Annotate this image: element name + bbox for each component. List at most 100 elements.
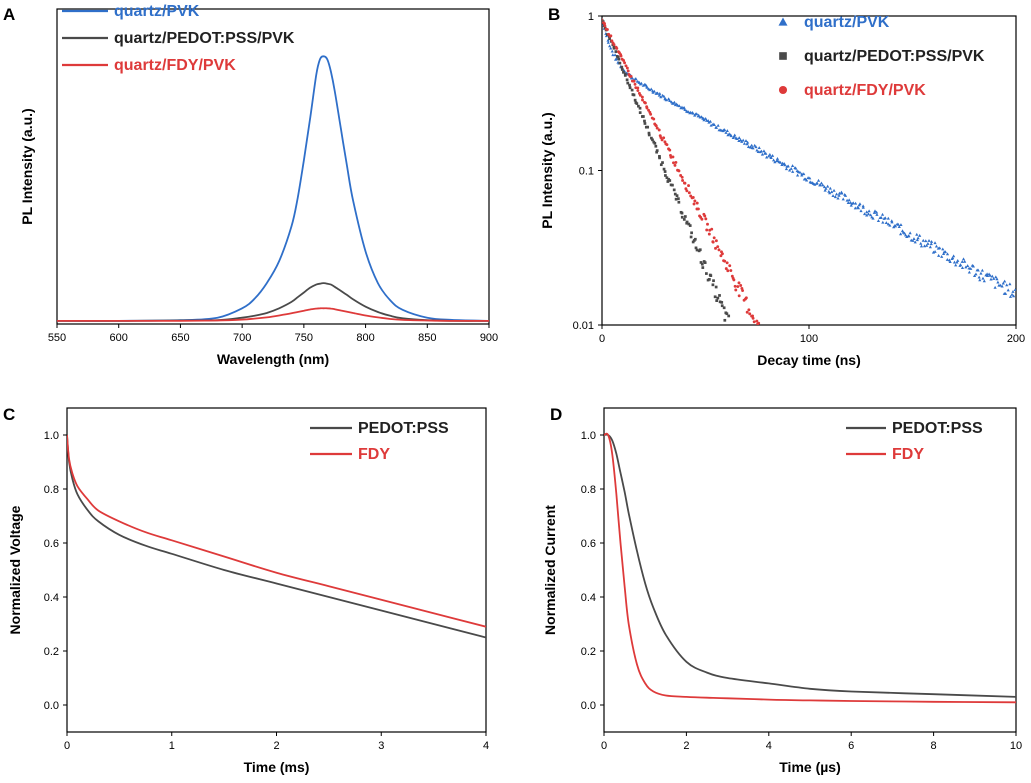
data-point: [933, 250, 937, 253]
data-point: [695, 248, 699, 252]
data-point: [1011, 289, 1015, 293]
data-point: [752, 320, 756, 324]
series-line-quartz-pedot-pss-pvk: [57, 282, 489, 322]
data-point: [893, 224, 898, 228]
x-tick-label: 550: [48, 332, 66, 344]
data-point: [881, 220, 885, 224]
x-axis-label: Decay time (ns): [757, 352, 860, 368]
data-point: [640, 95, 644, 99]
data-point: [610, 39, 614, 43]
data-point: [886, 222, 890, 226]
data-point: [658, 92, 662, 95]
data-point: [711, 240, 715, 244]
data-point: [849, 203, 853, 207]
data-point: [924, 239, 928, 243]
data-point: [952, 254, 956, 258]
x-tick-label: 900: [480, 332, 498, 344]
data-point: [652, 117, 656, 121]
data-point: [798, 170, 802, 174]
data-point: [851, 201, 855, 205]
data-point: [723, 318, 727, 322]
data-point: [716, 123, 720, 127]
data-point: [721, 252, 724, 256]
data-point: [954, 263, 958, 267]
data-point: [828, 186, 832, 190]
x-tick-label: 0: [601, 740, 607, 752]
data-point: [672, 188, 676, 192]
y-tick-label: 0.8: [44, 484, 59, 496]
y-axis-label: PL Intensity (a.u.): [19, 108, 35, 224]
data-point: [926, 242, 930, 245]
data-point: [609, 34, 613, 38]
data-point: [772, 158, 776, 162]
x-tick-label: 700: [233, 332, 251, 344]
data-point: [693, 237, 697, 241]
data-point: [700, 262, 704, 266]
data-point: [668, 99, 672, 102]
data-point: [871, 216, 875, 220]
series-line-fdy: [67, 434, 486, 628]
data-point: [652, 89, 656, 93]
legend-label: FDY: [358, 446, 390, 463]
data-point: [733, 133, 737, 137]
data-point: [656, 91, 660, 95]
data-point: [603, 26, 607, 30]
data-point: [645, 106, 649, 110]
data-point: [919, 244, 924, 248]
y-tick-label: 0.01: [573, 320, 594, 332]
data-point: [623, 74, 627, 77]
data-point: [624, 64, 628, 68]
data-point: [691, 111, 695, 115]
y-tick-label: 1: [588, 11, 594, 23]
data-point: [632, 93, 636, 97]
data-point: [748, 145, 752, 149]
data-point: [822, 185, 827, 189]
data-point: [659, 136, 663, 140]
data-point: [668, 148, 672, 152]
data-point: [945, 258, 949, 261]
data-point: [1011, 294, 1016, 298]
data-point: [645, 85, 649, 89]
data-point: [686, 110, 690, 114]
y-tick-label: 0.0: [581, 700, 596, 712]
data-point: [663, 170, 667, 173]
data-point: [903, 233, 908, 237]
data-point: [714, 246, 717, 250]
x-tick-label: 850: [418, 332, 436, 344]
data-point: [636, 86, 640, 90]
data-point: [648, 88, 652, 92]
data-point: [610, 49, 614, 53]
data-point: [982, 279, 986, 283]
data-point: [1013, 288, 1016, 291]
data-point: [703, 214, 707, 218]
data-point: [1003, 279, 1007, 283]
data-point: [688, 224, 692, 227]
data-point: [948, 260, 952, 264]
data-point: [992, 277, 996, 280]
data-point: [687, 222, 691, 226]
data-point: [647, 108, 651, 112]
data-point: [925, 243, 929, 247]
data-point: [990, 274, 994, 278]
data-point: [937, 253, 941, 257]
data-point: [605, 28, 609, 32]
data-point: [790, 164, 795, 167]
x-tick-label: 750: [295, 332, 313, 344]
data-point: [608, 44, 612, 48]
data-point: [789, 166, 793, 170]
data-point: [821, 183, 825, 187]
data-point: [773, 160, 777, 164]
data-point: [617, 57, 621, 61]
data-point: [744, 139, 748, 142]
data-point: [661, 161, 664, 164]
data-point: [837, 191, 842, 195]
data-point: [1010, 292, 1014, 296]
data-point: [662, 94, 666, 98]
data-point: [662, 167, 666, 171]
data-point: [647, 131, 651, 135]
data-point: [625, 78, 629, 82]
panel-c: C 0 1 2 3 4 0.0 0.2 0.4 0.6 0.8 1.0 Time (ms) Normali…: [3, 405, 489, 775]
data-point: [800, 173, 804, 177]
data-point: [731, 326, 734, 329]
